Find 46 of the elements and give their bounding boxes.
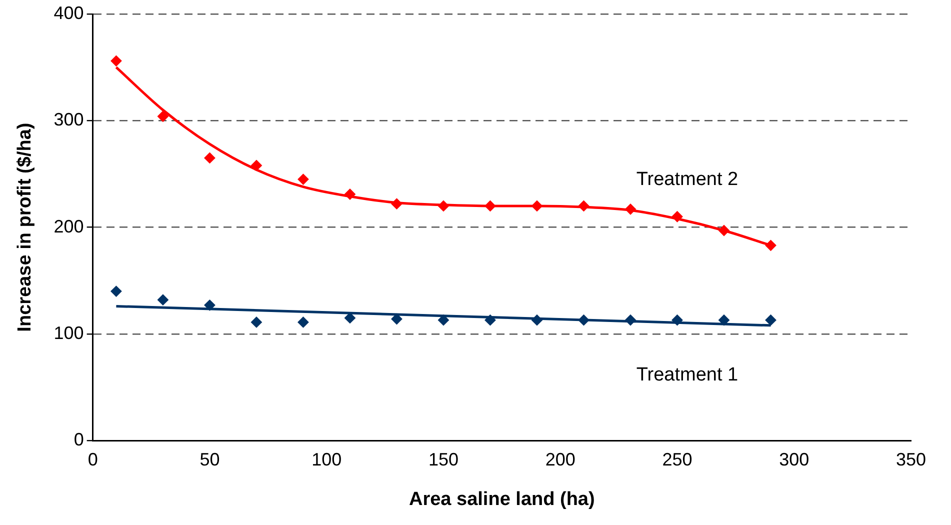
point — [110, 55, 122, 66]
x-axis-title: Area saline land (ha) — [408, 488, 595, 510]
point — [110, 286, 122, 297]
point — [531, 200, 542, 212]
point — [624, 314, 636, 326]
point — [484, 314, 496, 326]
x-tick-label: 0 — [88, 449, 98, 470]
y-tick-label: 400 — [54, 2, 84, 23]
point — [157, 110, 168, 122]
x-tick-label: 100 — [312, 449, 342, 470]
x-tick-label: 50 — [200, 449, 220, 470]
point — [484, 200, 496, 212]
point — [157, 294, 168, 306]
point — [391, 314, 402, 325]
y-tick-label: 300 — [54, 110, 84, 130]
point — [344, 188, 356, 200]
point — [672, 314, 683, 326]
text: Treatment 1 — [636, 364, 738, 386]
point — [672, 211, 683, 222]
point — [438, 314, 449, 326]
point — [298, 174, 309, 185]
point — [765, 240, 776, 251]
x-tick-label: 200 — [545, 449, 576, 470]
x-tick-label: 300 — [779, 449, 810, 470]
point — [298, 316, 309, 328]
point — [204, 300, 216, 311]
point — [204, 152, 216, 164]
point — [765, 314, 776, 326]
y-tick-label: 200 — [54, 216, 84, 236]
point — [624, 204, 636, 215]
point — [578, 200, 590, 212]
y-tick-label: 100 — [54, 322, 84, 343]
x-tick-label: 250 — [662, 449, 692, 470]
y-tick-label: 0 — [74, 430, 84, 450]
point — [250, 160, 262, 171]
point — [718, 225, 730, 236]
series-label: Treatment 2 — [636, 168, 738, 190]
x-tick-label: 350 — [896, 449, 926, 470]
point — [391, 198, 402, 210]
point — [578, 314, 590, 326]
point — [438, 200, 449, 212]
point — [250, 316, 262, 328]
y-axis-title: Increase in profit ($/ha) — [14, 122, 36, 332]
x-tick-label: 150 — [428, 449, 458, 470]
point — [531, 314, 542, 326]
point — [718, 314, 730, 326]
